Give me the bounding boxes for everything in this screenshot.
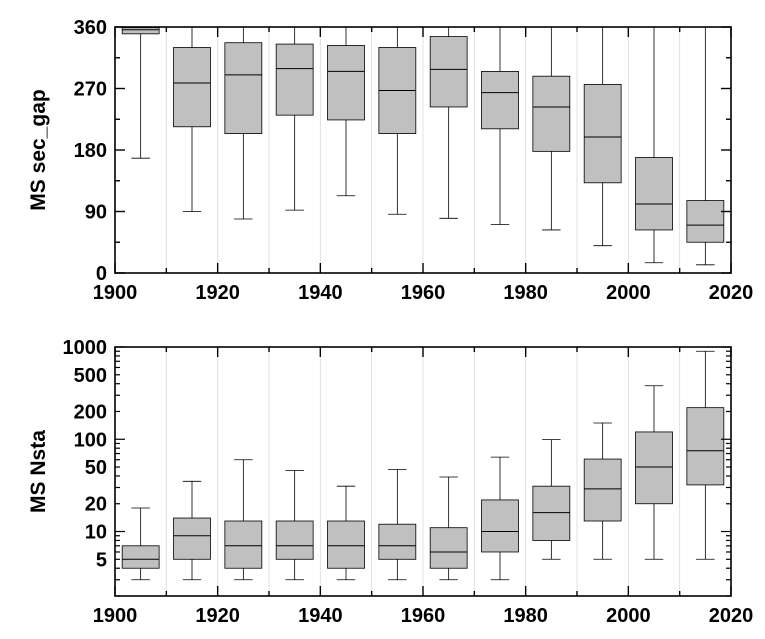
box-iqr (327, 520, 365, 569)
box-iqr (121, 545, 160, 569)
y-tick-label: 100 (74, 429, 107, 451)
y-tick-label: 180 (74, 140, 107, 162)
box-1910 (173, 26, 211, 212)
box-1920 (224, 459, 263, 581)
box-iqr (583, 84, 622, 184)
y-tick-label: 10 (85, 522, 107, 544)
x-tick-label: 1940 (298, 605, 343, 627)
y-tick-label: 5 (96, 549, 107, 571)
box-1900 (121, 26, 160, 159)
box-iqr (635, 431, 673, 505)
box-iqr (481, 71, 519, 130)
x-tick-label: 2000 (606, 605, 651, 627)
box-iqr (532, 485, 571, 541)
x-tick-label: 1900 (93, 282, 138, 304)
box-1930 (275, 26, 314, 211)
x-tick-label: 1920 (195, 605, 240, 627)
y-tick-label: 50 (85, 457, 107, 479)
box-1950 (378, 26, 417, 215)
box-iqr (173, 517, 211, 560)
box-iqr (378, 523, 417, 560)
x-tick-label: 2000 (606, 282, 651, 304)
box-1980 (532, 439, 571, 560)
x-tick-label: 1960 (401, 282, 446, 304)
x-tick-label: 1940 (298, 282, 343, 304)
box-1940 (327, 26, 365, 197)
box-1910 (173, 480, 211, 581)
x-tick-label: 2020 (709, 605, 754, 627)
box-iqr (224, 42, 263, 134)
x-tick-label: 1920 (195, 282, 240, 304)
box-1970 (481, 26, 519, 225)
box-1940 (327, 485, 365, 581)
box-iqr (686, 407, 725, 486)
box-iqr (686, 200, 725, 243)
box-2000 (635, 26, 673, 264)
y-tick-label: 20 (85, 494, 107, 516)
box-1960 (429, 476, 468, 581)
box-1990 (583, 422, 622, 560)
x-tick-label: 1900 (93, 605, 138, 627)
x-tick-label: 1960 (401, 605, 446, 627)
box-1900 (121, 507, 160, 581)
y-tick-label: 270 (74, 79, 107, 101)
box-iqr (121, 27, 160, 35)
panel-sec-gap: 1900 1920 1940 1960 1980 2000 2020 0 90 180 270 360… (27, 17, 753, 304)
panel-nsta: 1900 1920 1940 1960 1980 2000 2020 5 10 20 50 100 20… (27, 337, 753, 627)
box-iqr (532, 75, 571, 152)
box-2000 (635, 385, 673, 560)
box-iqr (275, 43, 314, 116)
box-1950 (378, 469, 417, 581)
x-tick-label: 1980 (503, 282, 548, 304)
box-1990 (583, 26, 622, 247)
box-1970 (481, 456, 519, 581)
box-iqr (583, 458, 622, 522)
y-tick-label: 90 (85, 202, 107, 224)
box-iqr (173, 47, 211, 128)
box-1980 (532, 26, 571, 231)
box-iqr (429, 527, 468, 569)
box-iqr (481, 499, 519, 553)
box-1960 (429, 26, 468, 219)
box-iqr (275, 520, 314, 560)
x-tick-label: 1980 (503, 605, 548, 627)
y-tick-label: 0 (96, 263, 107, 285)
y-tick-label: 1000 (63, 337, 108, 359)
y-tick-label: 500 (74, 365, 107, 387)
y-tick-label: 360 (74, 17, 107, 39)
box-1920 (224, 26, 263, 220)
y-axis-label: MS sec_gap (27, 89, 50, 210)
box-iqr (327, 45, 365, 121)
box-iqr (224, 520, 263, 569)
box-iqr (429, 36, 468, 108)
box-2010 (686, 26, 725, 266)
box-1930 (275, 469, 314, 581)
y-tick-label: 200 (74, 401, 107, 423)
y-axis-label: MS Nsta (27, 430, 50, 513)
box-2010 (686, 350, 725, 560)
x-tick-label: 2020 (709, 282, 754, 304)
box-iqr (635, 157, 673, 231)
